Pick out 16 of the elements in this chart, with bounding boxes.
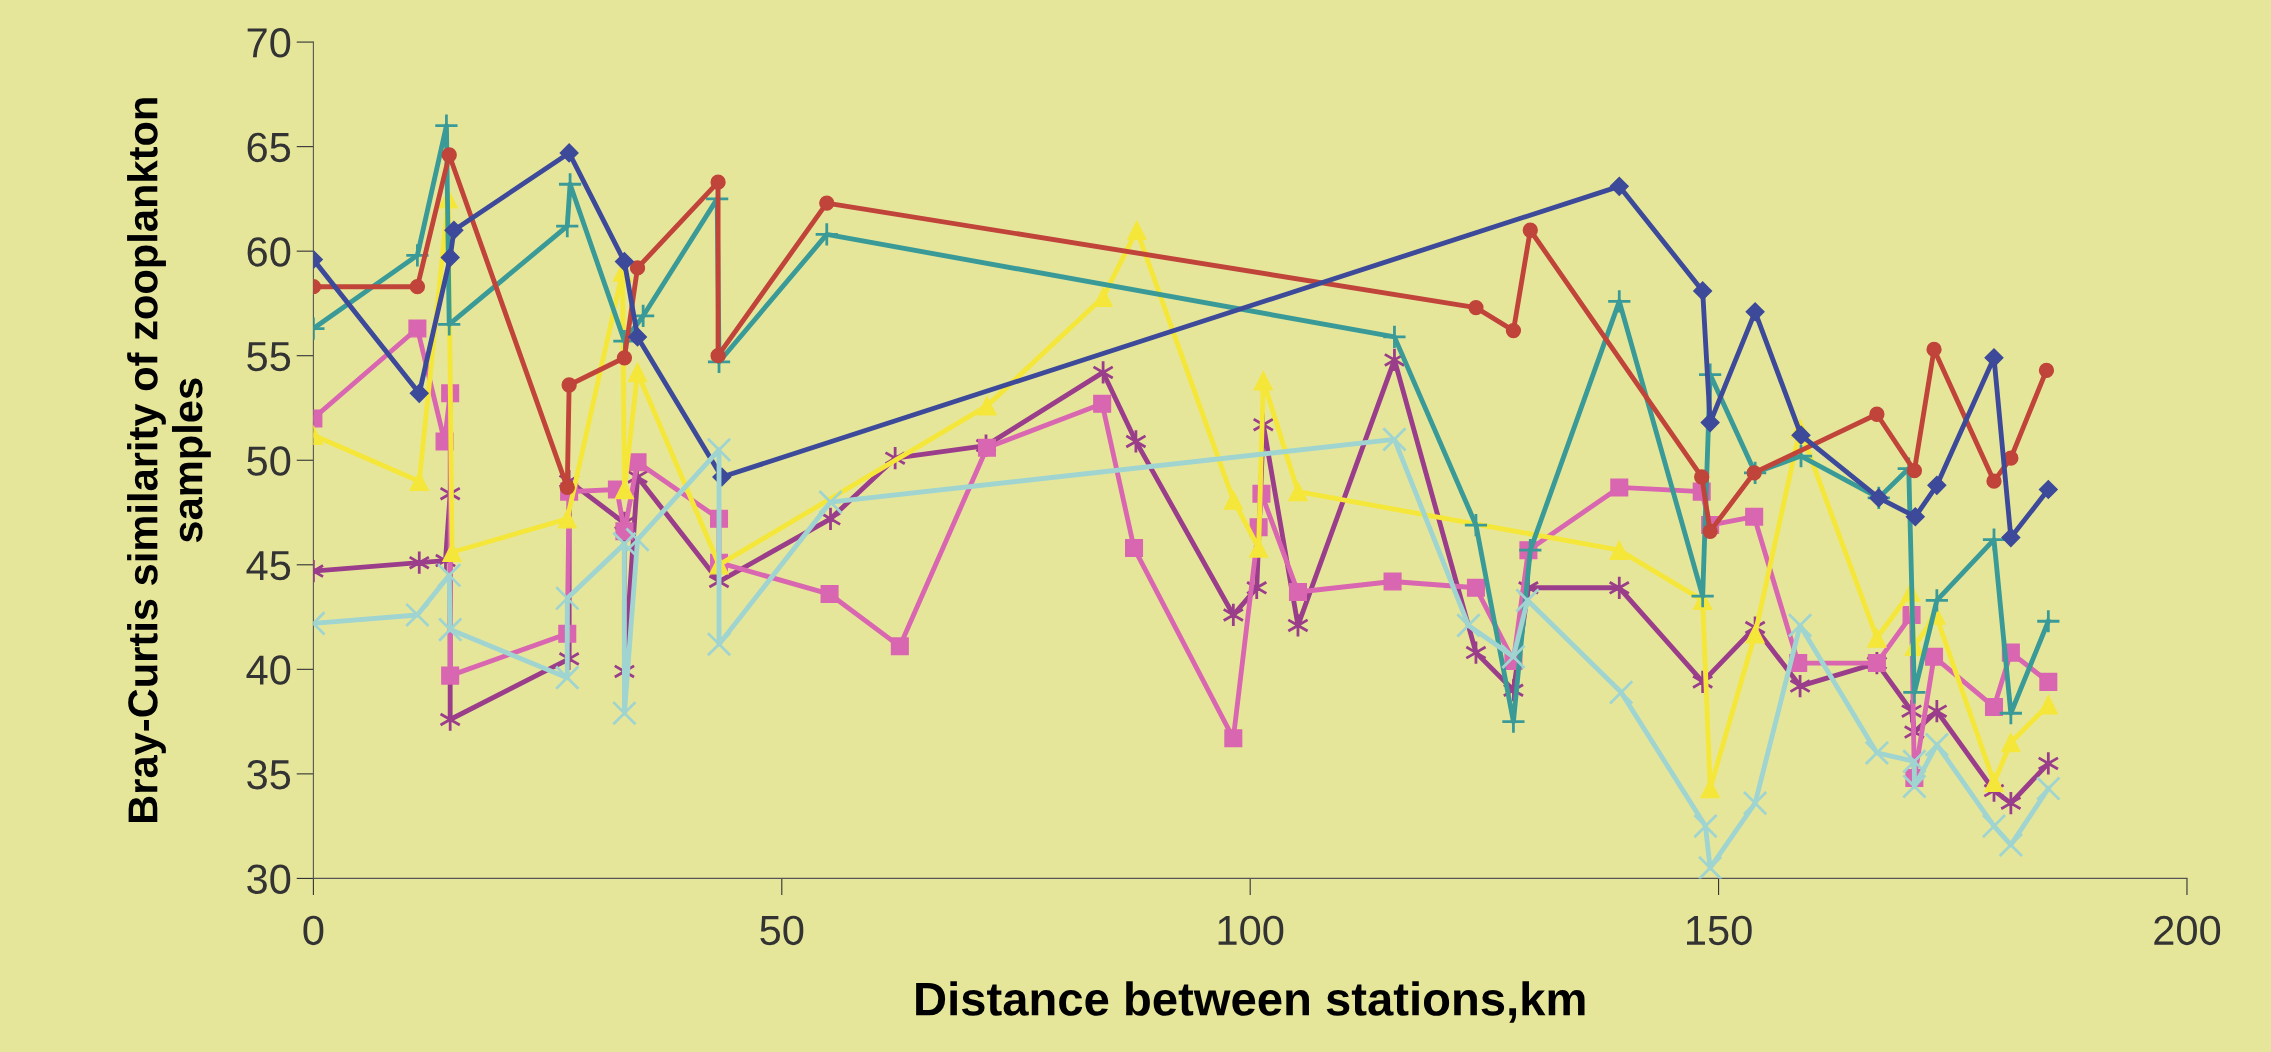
- y-tick-label: 40: [246, 655, 291, 685]
- y-tick-label: 55: [247, 342, 291, 372]
- y-tick-label: 65: [247, 132, 291, 163]
- y-axis-title: Bray-Curtis similarity of zooplankton samples: [127, 98, 211, 823]
- x-tick-label: 200: [2154, 915, 2221, 946]
- y-tick-label: 35: [247, 759, 291, 790]
- x-tick-label: 150: [1687, 915, 1752, 946]
- x-tick-label: 50: [760, 915, 804, 946]
- x-axis-title: Distance between stations,km: [916, 981, 1585, 1023]
- y-tick-label: 50: [247, 446, 291, 476]
- y-tick-label: 60: [247, 237, 291, 267]
- y-tick-label: 45: [246, 551, 291, 581]
- y-tick-label: 30: [247, 864, 291, 894]
- y-tick-label: 70: [247, 28, 291, 58]
- x-tick-label: 100: [1218, 915, 1284, 946]
- x-tick-label: 0: [303, 915, 324, 946]
